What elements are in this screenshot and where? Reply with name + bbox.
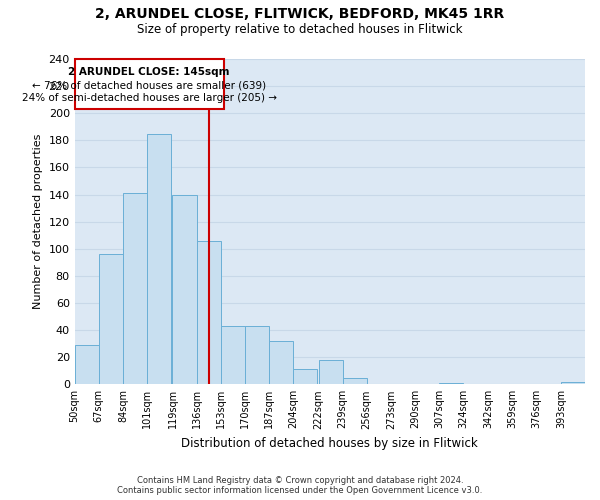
Text: ← 76% of detached houses are smaller (639): ← 76% of detached houses are smaller (63… — [32, 80, 266, 90]
FancyBboxPatch shape — [74, 59, 224, 109]
Bar — [197, 240, 221, 384]
Text: 2, ARUNDEL CLOSE, FLITWICK, BEDFORD, MK45 1RR: 2, ARUNDEL CLOSE, FLITWICK, BEDFORD, MK4… — [95, 8, 505, 22]
Text: Contains HM Land Registry data © Crown copyright and database right 2024.
Contai: Contains HM Land Registry data © Crown c… — [118, 476, 482, 495]
Text: Size of property relative to detached houses in Flitwick: Size of property relative to detached ho… — [137, 22, 463, 36]
Bar — [245, 326, 269, 384]
Text: 2 ARUNDEL CLOSE: 145sqm: 2 ARUNDEL CLOSE: 145sqm — [68, 67, 230, 77]
Text: 24% of semi-detached houses are larger (205) →: 24% of semi-detached houses are larger (… — [22, 93, 277, 103]
Bar — [561, 382, 585, 384]
Bar — [221, 326, 245, 384]
Bar — [319, 360, 343, 384]
Y-axis label: Number of detached properties: Number of detached properties — [33, 134, 43, 310]
Bar — [74, 345, 99, 385]
Bar — [172, 194, 197, 384]
Bar — [147, 134, 171, 384]
Bar — [269, 341, 293, 384]
X-axis label: Distribution of detached houses by size in Flitwick: Distribution of detached houses by size … — [181, 437, 478, 450]
Bar — [293, 370, 317, 384]
Bar — [99, 254, 123, 384]
Bar — [123, 193, 147, 384]
Bar — [343, 378, 367, 384]
Bar — [439, 383, 463, 384]
